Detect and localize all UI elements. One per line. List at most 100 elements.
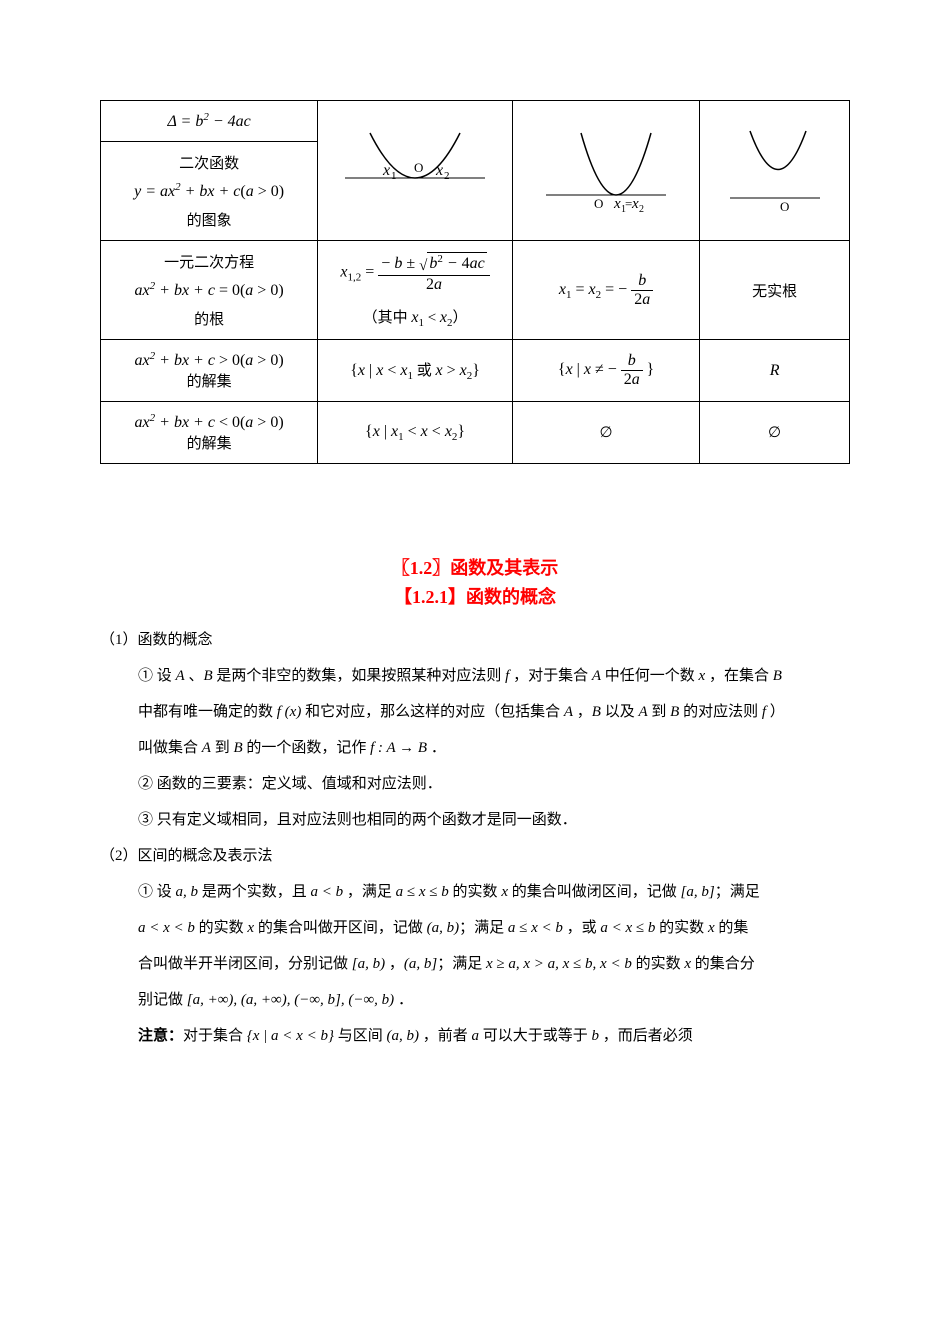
- t: ；满足: [715, 884, 760, 900]
- roots-label-3: 的根: [107, 308, 311, 329]
- t: 叫做集合: [138, 740, 202, 756]
- t: B: [203, 668, 212, 684]
- t: 的实数: [449, 884, 502, 900]
- p2-note: 注意：对于集合 {x | a < x < b} 与区间 (a, b) ，前者 a…: [138, 1018, 850, 1054]
- cell-empty-3: O: [700, 101, 850, 241]
- t: f : A → B: [370, 740, 427, 756]
- t: ，而后者必须: [599, 1028, 693, 1044]
- graph-label-2: y = ax2 + bx + c(a > 0): [107, 181, 311, 201]
- cell-gt-set1: {x | x < x1 或 x > x2}: [318, 340, 513, 402]
- t: x: [708, 920, 715, 936]
- t: 与区间: [334, 1028, 387, 1044]
- t: 别记做: [138, 992, 187, 1008]
- page: Δ = b2 − 4ac x 1 O x 2 O x: [0, 0, 950, 1094]
- p1-line4: ② 函数的三要素：定义域、值域和对应法则．: [138, 766, 850, 802]
- t: a < x ≤ b: [600, 920, 655, 936]
- svg-text:O: O: [594, 196, 603, 211]
- gt-label: 的解集: [107, 370, 311, 391]
- cell-lt-empty1: ∅: [512, 402, 699, 464]
- svg-text:2: 2: [639, 204, 644, 215]
- t: 的集: [715, 920, 749, 936]
- t: A: [176, 668, 185, 684]
- quadratic-formula: x1,2 = − b ± √b2 − 4ac 2a: [324, 252, 506, 294]
- t: 合叫做半开半闭区间，分别记做: [138, 956, 352, 972]
- cell-lt-label: ax2 + bx + c < 0(a > 0) 的解集: [101, 402, 318, 464]
- t: ，或: [563, 920, 601, 936]
- t: 的对应法则: [679, 704, 762, 720]
- p1-label: （1）函数的概念: [100, 622, 850, 658]
- t: x ≥ a, x > a, x ≤ b, x < b: [486, 956, 632, 972]
- t: A: [564, 704, 573, 720]
- svg-text:x: x: [631, 196, 639, 212]
- p1-line5: ③ 只有定义域相同，且对应法则也相同的两个函数才是同一函数．: [138, 802, 850, 838]
- lt-label: 的解集: [107, 432, 311, 453]
- p1-line3: 叫做集合 A 到 B 的一个函数，记作 f : A → B ．: [138, 730, 850, 766]
- t: B: [773, 668, 782, 684]
- t: x: [501, 884, 508, 900]
- svg-text:1: 1: [391, 170, 397, 182]
- t: 可以大于或等于: [479, 1028, 592, 1044]
- row-roots: 一元二次方程 ax2 + bx + c = 0(a > 0) 的根 x1,2 =…: [101, 241, 850, 340]
- svg-text:x: x: [435, 162, 443, 179]
- t: ）: [766, 704, 785, 720]
- t: ，: [573, 704, 592, 720]
- cell-no-root: 无实根: [700, 241, 850, 340]
- t: 中任何一个数: [601, 668, 699, 684]
- parabola-two-roots-graph: x 1 O x 2: [335, 123, 495, 218]
- row-less: ax2 + bx + c < 0(a > 0) 的解集 {x | x1 < x …: [101, 402, 850, 464]
- svg-text:O: O: [780, 199, 789, 214]
- t: B: [592, 704, 601, 720]
- p2-line3: 合叫做半开半闭区间，分别记做 [a, b) ，(a, b]；满足 x ≥ a, …: [138, 946, 850, 982]
- t: [a, b): [352, 956, 385, 972]
- t: (a, b]: [404, 956, 437, 972]
- t: a ≤ x < b: [508, 920, 563, 936]
- cell-roots-formula: x1,2 = − b ± √b2 − 4ac 2a （其中 x1 < x2）: [318, 241, 513, 340]
- t: 的实数: [655, 920, 708, 936]
- svg-text:O: O: [414, 160, 423, 175]
- t: ，: [385, 956, 404, 972]
- t: {x | a < x < b}: [247, 1028, 334, 1044]
- t: a ≤ x ≤ b: [396, 884, 449, 900]
- cell-gt-set2: {x | x ≠ − b 2a }: [512, 340, 699, 402]
- t: 的集合分: [691, 956, 755, 972]
- cell-delta: Δ = b2 − 4ac: [101, 101, 318, 142]
- t: ，在集合: [705, 668, 773, 684]
- parabola-no-root-graph: O: [720, 123, 830, 218]
- t: 的实数: [632, 956, 685, 972]
- t: ．: [394, 992, 413, 1008]
- t: 到: [211, 740, 234, 756]
- t: ① 设: [138, 884, 176, 900]
- cell-lt-empty2: ∅: [700, 402, 850, 464]
- t: ① 设: [138, 668, 176, 684]
- p2-label: （2）区间的概念及表示法: [100, 838, 850, 874]
- t: (a, b): [386, 1028, 419, 1044]
- p1-line1: ① 设 A 、B 是两个非空的数集，如果按照某种对应法则 f ，对于集合 A 中…: [138, 658, 850, 694]
- t: 的集合叫做闭区间，记做: [508, 884, 681, 900]
- t: A: [638, 704, 647, 720]
- t: a: [472, 1028, 480, 1044]
- graph-label-1: 二次函数: [107, 152, 311, 173]
- t: a < x < b: [138, 920, 195, 936]
- t: ，对于集合: [509, 668, 592, 684]
- t: x: [684, 956, 691, 972]
- t: ；满足: [459, 920, 508, 936]
- t: B: [233, 740, 242, 756]
- cell-gt-R: R: [700, 340, 850, 402]
- t: A: [592, 668, 601, 684]
- cell-roots-equal: x1 = x2 = − b 2a: [512, 241, 699, 340]
- cell-roots-label: 一元二次方程 ax2 + bx + c = 0(a > 0) 的根: [101, 241, 318, 340]
- t: 的一个函数，记作: [243, 740, 371, 756]
- p2-line2: a < x < b 的实数 x 的集合叫做开区间，记做 (a, b)；满足 a …: [138, 910, 850, 946]
- cell-graph-label: 二次函数 y = ax2 + bx + c(a > 0) 的图象: [101, 142, 318, 241]
- p2-line1: ① 设 a, b 是两个实数，且 a < b ，满足 a ≤ x ≤ b 的实数…: [138, 874, 850, 910]
- t: 的集合叫做开区间，记做: [254, 920, 427, 936]
- t: 中都有唯一确定的数: [138, 704, 277, 720]
- quadratic-table: Δ = b2 − 4ac x 1 O x 2 O x: [100, 100, 850, 464]
- t: b: [592, 1028, 600, 1044]
- parabola-one-root-graph: O x 1 = x 2: [536, 123, 676, 218]
- t: B: [670, 704, 679, 720]
- frac-num: b: [631, 272, 653, 291]
- t: A: [202, 740, 211, 756]
- section-title: 〖1.2〗函数及其表示 【1.2.1】函数的概念: [100, 554, 850, 612]
- t: ．: [427, 740, 446, 756]
